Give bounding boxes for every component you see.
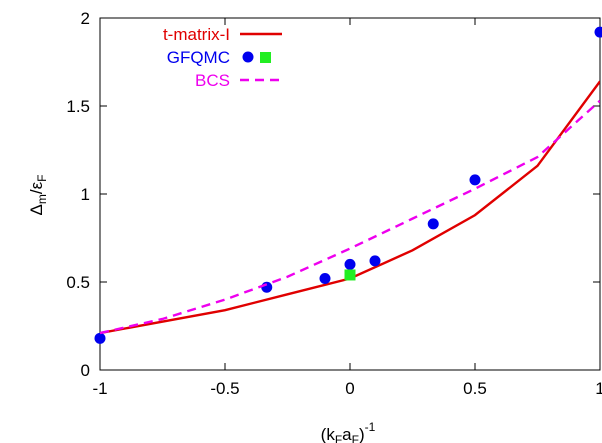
legend-swatch-gfqmc-circle	[242, 51, 254, 63]
legend-label-t-matrix: t-matrix-I	[163, 25, 230, 44]
y-tick-label: 1.5	[66, 97, 90, 116]
series-line-t-matrix-i	[100, 80, 600, 335]
data-point-gfqmc	[344, 258, 356, 270]
y-tick-label: 1	[81, 185, 90, 204]
series-line-bcs	[100, 99, 600, 335]
x-tick-label: -0.5	[210, 379, 239, 398]
x-axis-title: (kFaF)-1	[321, 420, 376, 443]
data-point-gfqmc	[94, 332, 106, 344]
plot-frame	[99, 17, 601, 371]
y-tick-label: 0	[81, 361, 90, 380]
data-point-gfqmc	[369, 255, 381, 267]
data-point-gfqmc	[319, 272, 331, 284]
x-tick-label: 1	[595, 379, 602, 398]
legend: t-matrix-I GFQMC BCS	[163, 25, 282, 90]
legend-swatch-gfqmc-square	[260, 52, 271, 63]
y-tick-label: 0.5	[66, 273, 90, 292]
legend-label-bcs: BCS	[195, 71, 230, 90]
x-tick-label: -1	[92, 379, 107, 398]
data-point-gfqmc	[469, 174, 481, 186]
y-tick-label: 2	[81, 9, 90, 28]
series	[94, 26, 602, 344]
axis-ticks: -1 -0.5 0 0.5 1 0 0.5 1 1.5 2	[66, 9, 602, 398]
data-point-gfqmc	[594, 26, 602, 38]
data-point-square	[344, 269, 356, 281]
data-point-gfqmc	[427, 218, 439, 230]
data-point-gfqmc	[261, 281, 273, 293]
y-axis-title: Δm/εF	[27, 174, 49, 215]
x-tick-label: 0	[345, 379, 354, 398]
x-tick-label: 0.5	[463, 379, 487, 398]
legend-label-gfqmc: GFQMC	[167, 48, 230, 67]
plot-border	[99, 17, 601, 371]
